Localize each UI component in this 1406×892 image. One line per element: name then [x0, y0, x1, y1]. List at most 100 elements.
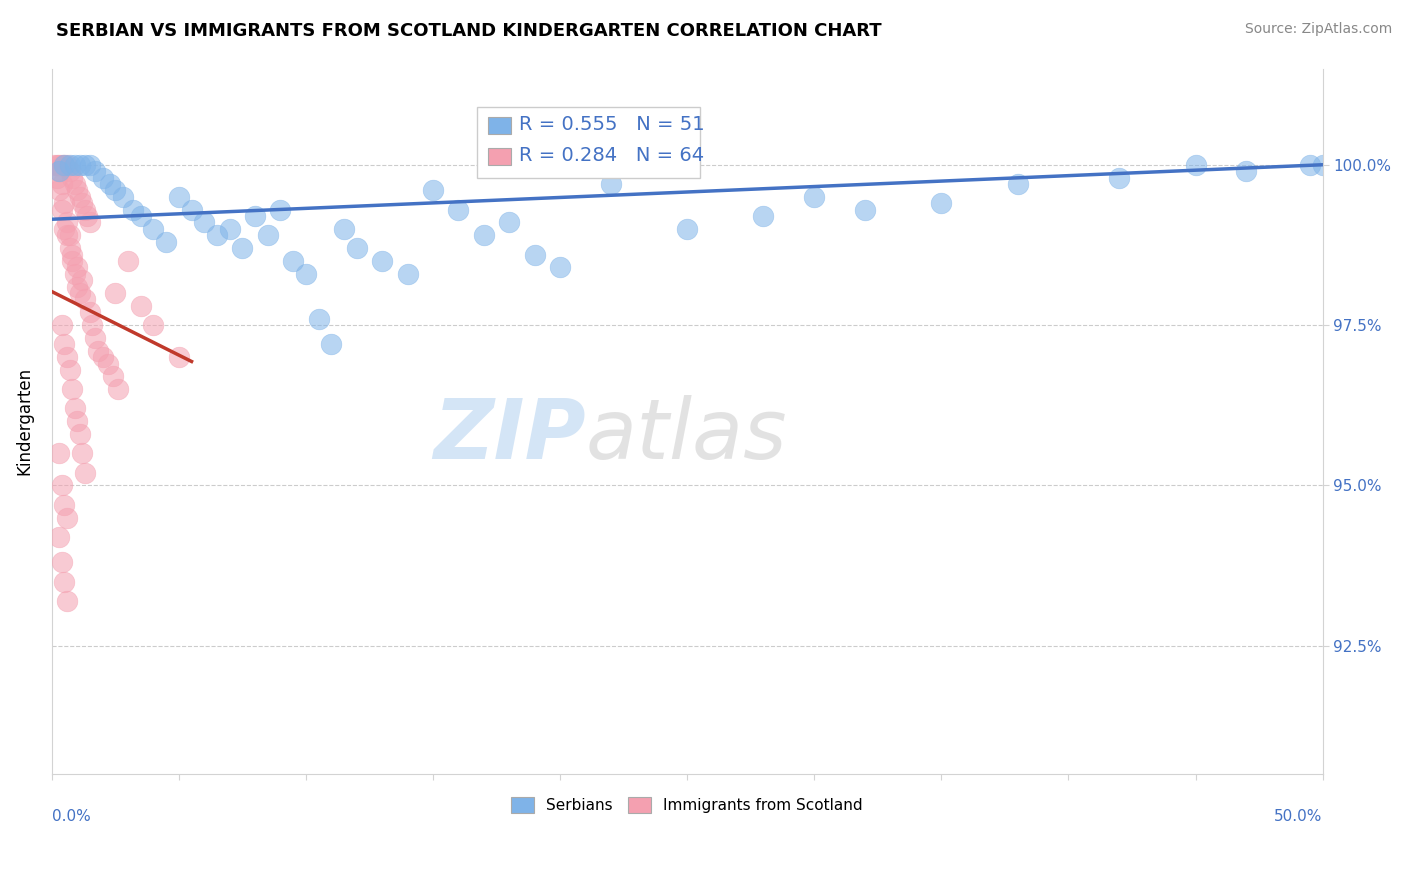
Point: [1234, 164, 1257, 178]
FancyBboxPatch shape: [478, 107, 700, 178]
Point: [53, 337, 76, 351]
Point: [58, 228, 80, 243]
Point: [63, 401, 86, 416]
Point: [129, 299, 152, 313]
Point: [243, 209, 266, 223]
Point: [396, 267, 419, 281]
Point: [447, 202, 470, 217]
Point: [60, 254, 83, 268]
Point: [104, 183, 127, 197]
Point: [76, 209, 98, 223]
Point: [48, 183, 70, 197]
Point: [82, 318, 104, 332]
Point: [73, 202, 96, 217]
Point: [51, 177, 73, 191]
Point: [58, 158, 80, 172]
Point: [122, 202, 145, 217]
Point: [56, 350, 79, 364]
Point: [371, 254, 394, 268]
Text: 50.0%: 50.0%: [1274, 809, 1323, 824]
Text: SERBIAN VS IMMIGRANTS FROM SCOTLAND KINDERGARTEN CORRELATION CHART: SERBIAN VS IMMIGRANTS FROM SCOTLAND KIND…: [56, 22, 882, 40]
Point: [346, 241, 368, 255]
Point: [60, 247, 83, 261]
Point: [48, 164, 70, 178]
Point: [167, 350, 190, 364]
Point: [321, 337, 343, 351]
Point: [69, 158, 91, 172]
Point: [86, 343, 108, 358]
Point: [104, 286, 127, 301]
Point: [84, 164, 107, 178]
Point: [70, 273, 93, 287]
Point: [66, 260, 89, 275]
Point: [600, 177, 623, 191]
Point: [60, 170, 83, 185]
Point: [333, 222, 356, 236]
Point: [91, 170, 114, 185]
Point: [73, 466, 96, 480]
Point: [58, 164, 80, 178]
Point: [79, 158, 101, 172]
Point: [48, 446, 70, 460]
Point: [58, 241, 80, 255]
Point: [676, 222, 699, 236]
Point: [53, 158, 76, 172]
Point: [56, 215, 79, 229]
Point: [1312, 158, 1334, 172]
Point: [53, 498, 76, 512]
Point: [45, 158, 67, 172]
Point: [98, 177, 121, 191]
Point: [205, 228, 228, 243]
Point: [70, 446, 93, 460]
Point: [101, 369, 124, 384]
Point: [48, 158, 70, 172]
Point: [66, 183, 89, 197]
Point: [97, 357, 120, 371]
Point: [1184, 158, 1206, 172]
Point: [48, 530, 70, 544]
Point: [931, 196, 953, 211]
Point: [51, 478, 73, 492]
Point: [218, 222, 240, 236]
Y-axis label: Kindergarten: Kindergarten: [15, 368, 32, 475]
Point: [548, 260, 571, 275]
Point: [308, 311, 330, 326]
Point: [51, 158, 73, 172]
Point: [422, 183, 444, 197]
Point: [1299, 158, 1322, 172]
Point: [79, 305, 101, 319]
Point: [51, 202, 73, 217]
Text: ZIP: ZIP: [433, 395, 585, 476]
Point: [256, 228, 278, 243]
Point: [1108, 170, 1130, 185]
Point: [193, 215, 215, 229]
Point: [231, 241, 253, 255]
Point: [111, 190, 134, 204]
Point: [45, 170, 67, 185]
Text: R = 0.284   N = 64: R = 0.284 N = 64: [519, 145, 704, 165]
Point: [56, 158, 79, 172]
Point: [1007, 177, 1029, 191]
Point: [66, 414, 89, 428]
Bar: [488, 117, 510, 134]
Text: R = 0.555   N = 51: R = 0.555 N = 51: [519, 115, 704, 135]
Point: [53, 222, 76, 236]
Bar: [488, 147, 510, 165]
Point: [155, 235, 177, 249]
Point: [142, 222, 165, 236]
Point: [84, 331, 107, 345]
Point: [56, 594, 79, 608]
Point: [66, 279, 89, 293]
Point: [498, 215, 520, 229]
Point: [69, 427, 91, 442]
Point: [53, 574, 76, 589]
Text: Source: ZipAtlas.com: Source: ZipAtlas.com: [1244, 22, 1392, 37]
Legend: Serbians, Immigrants from Scotland: Serbians, Immigrants from Scotland: [505, 791, 869, 820]
Text: atlas: atlas: [585, 395, 787, 476]
Point: [63, 267, 86, 281]
Point: [69, 286, 91, 301]
Point: [73, 158, 96, 172]
Point: [69, 190, 91, 204]
Point: [117, 254, 139, 268]
Point: [180, 202, 202, 217]
